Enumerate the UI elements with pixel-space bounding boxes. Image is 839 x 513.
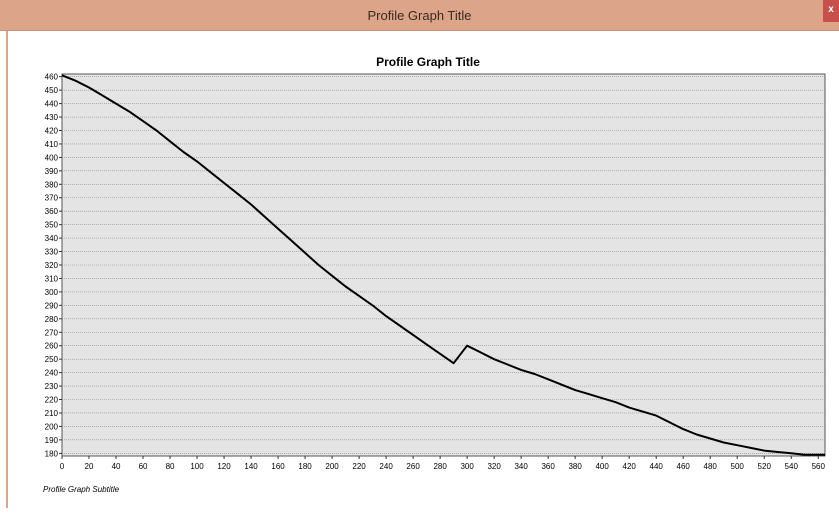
- x-tick-label: 220: [352, 462, 366, 471]
- y-tick-label: 430: [45, 113, 59, 122]
- x-tick-label: 180: [298, 462, 312, 471]
- y-tick-label: 260: [45, 342, 59, 351]
- y-tick-label: 290: [45, 301, 59, 310]
- y-tick-label: 400: [45, 153, 59, 162]
- y-tick-label: 340: [45, 234, 59, 243]
- x-tick-label: 440: [650, 462, 664, 471]
- x-tick-label: 40: [112, 462, 121, 471]
- y-tick-label: 460: [45, 73, 59, 82]
- window-title: Profile Graph Title: [367, 8, 472, 23]
- x-tick-label: 80: [166, 462, 175, 471]
- y-tick-label: 440: [45, 100, 59, 109]
- x-tick-label: 560: [812, 462, 826, 471]
- title-bar[interactable]: Profile Graph Title x: [0, 0, 839, 31]
- x-tick-label: 280: [433, 462, 447, 471]
- y-tick-label: 280: [45, 315, 59, 324]
- x-tick-label: 300: [460, 462, 474, 471]
- y-tick-label: 300: [45, 288, 59, 297]
- chart-container: Profile Graph Title 180 190 200 210 220 230 24…: [10, 31, 839, 508]
- y-tick-label: 330: [45, 248, 59, 257]
- y-tick-label: 370: [45, 194, 59, 203]
- x-axis: 0 20 40 60 80 100 120 140 160 180 200 220 240 260 280 3…: [60, 456, 826, 471]
- y-tick-label: 240: [45, 369, 59, 378]
- x-tick-label: 320: [487, 462, 501, 471]
- x-tick-label: 240: [379, 462, 393, 471]
- y-axis: 180 190 200 210 220 230 240 250 260 270 280 290 300 3…: [45, 73, 62, 458]
- plot-background: [61, 73, 826, 457]
- chart-subtitle: Profile Graph Subtitle: [43, 485, 120, 494]
- y-tick-label: 450: [45, 86, 59, 95]
- y-tick-label: 350: [45, 221, 59, 230]
- x-tick-label: 60: [139, 462, 148, 471]
- y-tick-label: 190: [45, 436, 59, 445]
- x-tick-label: 480: [704, 462, 718, 471]
- x-tick-label: 0: [60, 462, 65, 471]
- close-button[interactable]: x: [823, 0, 839, 22]
- x-tick-label: 120: [217, 462, 231, 471]
- y-tick-label: 230: [45, 382, 59, 391]
- y-tick-label: 200: [45, 422, 59, 431]
- chart-title: Profile Graph Title: [376, 55, 480, 69]
- x-tick-label: 340: [514, 462, 528, 471]
- y-tick-label: 310: [45, 274, 59, 283]
- x-tick-label: 360: [541, 462, 555, 471]
- x-tick-label: 400: [595, 462, 609, 471]
- x-tick-label: 540: [785, 462, 799, 471]
- x-tick-label: 160: [271, 462, 285, 471]
- y-tick-label: 420: [45, 126, 59, 135]
- x-tick-label: 380: [568, 462, 582, 471]
- y-tick-label: 270: [45, 328, 59, 337]
- x-tick-label: 200: [325, 462, 339, 471]
- x-tick-label: 420: [623, 462, 637, 471]
- y-tick-label: 390: [45, 167, 59, 176]
- x-tick-label: 520: [758, 462, 772, 471]
- x-tick-label: 140: [244, 462, 258, 471]
- x-tick-label: 20: [85, 462, 94, 471]
- x-tick-label: 500: [731, 462, 745, 471]
- y-tick-label: 360: [45, 207, 59, 216]
- x-tick-label: 460: [677, 462, 691, 471]
- x-tick-label: 100: [190, 462, 204, 471]
- window-left-border: [0, 31, 8, 508]
- profile-chart: Profile Graph Title 18019020021022023024…: [43, 55, 826, 494]
- y-tick-label: 320: [45, 261, 59, 270]
- y-tick-label: 210: [45, 409, 59, 418]
- y-tick-label: 250: [45, 355, 59, 364]
- y-tick-label: 180: [45, 449, 59, 458]
- y-tick-label: 220: [45, 396, 59, 405]
- x-tick-label: 260: [406, 462, 420, 471]
- y-tick-label: 410: [45, 140, 59, 149]
- series-line: [61, 74, 825, 456]
- y-tick-label: 380: [45, 180, 59, 189]
